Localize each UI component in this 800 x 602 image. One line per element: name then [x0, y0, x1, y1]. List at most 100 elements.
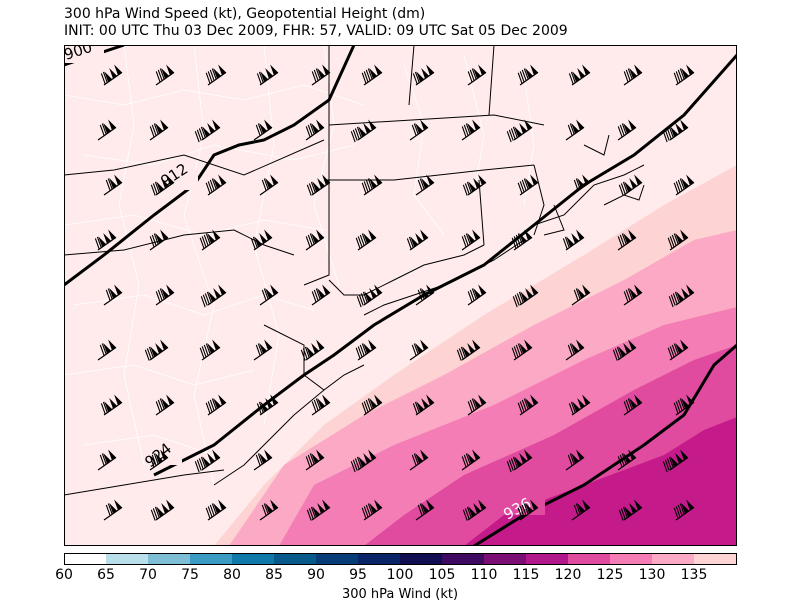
- wind-barb-icon: [200, 284, 227, 308]
- wind-barb-icon: [673, 499, 695, 521]
- colorbar-segment: [190, 553, 233, 564]
- wind-barb-icon: [361, 174, 383, 196]
- wind-barb-icon: [562, 229, 585, 251]
- wind-barb-icon: [155, 284, 175, 306]
- wind-barb-icon: [618, 499, 643, 521]
- wind-barb-icon: [149, 449, 169, 471]
- wind-barb-icon: [350, 449, 377, 473]
- wind-barb-icon: [512, 284, 539, 308]
- wind-barb-icon: [155, 64, 175, 86]
- wind-barb-icon: [149, 119, 169, 141]
- wind-barb-icon: [305, 119, 325, 141]
- wind-barb-icon: [517, 499, 539, 521]
- wind-barb-icon: [361, 394, 383, 416]
- wind-barb-icon: [617, 119, 637, 141]
- wind-barb-icon: [667, 229, 689, 251]
- wind-barb-icon: [462, 499, 487, 521]
- wind-barb-icon: [412, 394, 435, 416]
- wind-barb-icon: [517, 64, 539, 86]
- colorbar-tick-label: 130: [638, 567, 666, 583]
- wind-barb-icon: [673, 394, 695, 416]
- colorbar-segment: [526, 553, 569, 564]
- wind-barb-icon: [623, 284, 643, 306]
- wind-barb-icon: [406, 229, 429, 251]
- wind-barb-icon: [662, 449, 689, 473]
- wind-barb-icon: [103, 174, 123, 196]
- wind-barb-icon: [103, 499, 123, 521]
- wind-barb-icon: [305, 449, 325, 471]
- wind-barb-icon: [97, 449, 117, 471]
- wind-barb-icon: [300, 339, 325, 361]
- wind-barb-icon: [306, 174, 331, 196]
- colorbar-tick-label: 60: [55, 567, 73, 583]
- wind-barb-icon: [97, 119, 117, 141]
- wind-barb-icon: [259, 499, 279, 521]
- wind-barb-icon: [517, 394, 539, 416]
- colorbar-tick-label: 110: [470, 567, 498, 583]
- colorbar-segment: [64, 553, 107, 564]
- wind-barb-icon: [456, 339, 481, 361]
- wind-barb-icon: [155, 394, 175, 416]
- wind-barb-icon: [256, 394, 279, 416]
- colorbar-segment: [148, 553, 191, 564]
- wind-barb-icon: [565, 339, 585, 361]
- colorbar-segment: [484, 553, 527, 564]
- wind-barb-icon: [506, 449, 533, 473]
- colorbar-tick-label: 115: [512, 567, 540, 583]
- wind-barb-icon: [467, 394, 487, 416]
- map-title: 300 hPa Wind Speed (kt), Geopotential He…: [64, 6, 426, 22]
- wind-barb-icon: [517, 174, 539, 196]
- wind-barb-icon: [409, 119, 429, 141]
- wind-barb-icon: [623, 64, 643, 86]
- wind-barb-icon: [415, 499, 435, 521]
- colorbar-tick-label: 105: [428, 567, 456, 583]
- wind-barb-icon: [461, 449, 481, 471]
- wind-barb-icon: [412, 64, 435, 86]
- wind-barb-icon: [103, 284, 123, 306]
- wind-barb-icon: [355, 339, 377, 361]
- wind-barb-icon: [205, 64, 227, 86]
- colorbar-segment: [652, 553, 695, 564]
- wind-barb-icon: [150, 174, 175, 196]
- wind-barb-icon: [194, 119, 221, 143]
- wind-barb-icon: [571, 174, 591, 196]
- wind-barb-icon: [259, 174, 279, 196]
- colorbar-segment: [106, 553, 149, 564]
- wind-barb-icon: [350, 119, 377, 143]
- wind-barb-icon: [149, 229, 169, 251]
- wind-barbs: [94, 64, 695, 521]
- wind-barb-icon: [461, 119, 481, 141]
- wind-barb-icon: [511, 339, 533, 361]
- wind-barb-icon: [361, 64, 383, 86]
- colorbar-tick-label: 85: [265, 567, 283, 583]
- wind-barb-icon: [205, 394, 227, 416]
- wind-barb-icon: [506, 119, 533, 143]
- contour-912: [64, 45, 356, 287]
- colorbar-segment: [400, 553, 443, 564]
- state-borders: [64, 45, 645, 496]
- colorbar-tick-label: 70: [139, 567, 157, 583]
- colorbar-title: 300 hPa Wind (kt): [341, 587, 459, 602]
- wind-barb-icon: [205, 174, 227, 196]
- wind-barb-icon: [100, 394, 123, 416]
- wind-barb-icon: [409, 449, 429, 471]
- wind-barb-icon: [205, 499, 227, 521]
- colorbar-tick-label: 90: [307, 567, 325, 583]
- wind-barb-icon: [150, 499, 175, 521]
- colorbar-segment: [442, 553, 485, 564]
- map-subtitle: INIT: 00 UTC Thu 03 Dec 2009, FHR: 57, V…: [64, 23, 568, 39]
- wind-barb-icon: [612, 339, 637, 361]
- wind-barb-icon: [461, 229, 481, 251]
- colorbar-tick-label: 95: [349, 567, 367, 583]
- wind-barb-icon: [250, 229, 273, 251]
- wind-barb-icon: [256, 64, 279, 86]
- colorbar-segment: [232, 553, 275, 564]
- colorbar-segment: [358, 553, 401, 564]
- wind-barb-icon: [571, 499, 591, 521]
- wind-barb-icon: [194, 449, 221, 473]
- wind-barb-icon: [568, 64, 591, 86]
- county-borders: [64, 45, 535, 486]
- wind-barb-icon: [565, 449, 585, 471]
- wind-barb-icon: [415, 174, 435, 196]
- wind-barb-icon: [311, 284, 331, 306]
